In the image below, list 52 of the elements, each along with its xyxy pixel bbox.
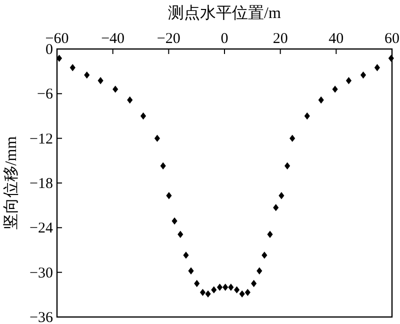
point [228, 284, 234, 291]
xtick: 40 [328, 31, 344, 47]
point [290, 134, 296, 142]
point [172, 217, 178, 225]
point [304, 112, 310, 120]
point [178, 230, 184, 238]
point [140, 112, 146, 120]
point [154, 134, 160, 142]
xlabel: 测点水平位置/m [168, 5, 281, 22]
point [205, 290, 211, 298]
point [256, 267, 262, 274]
point [183, 252, 189, 259]
point [194, 280, 200, 288]
point [211, 286, 217, 294]
point [239, 290, 245, 298]
point [166, 192, 172, 200]
point [273, 204, 279, 212]
point [278, 192, 284, 200]
point [284, 162, 290, 170]
xtick: 0 [220, 31, 228, 47]
point [200, 288, 206, 296]
xtick: −40 [101, 31, 125, 47]
point [262, 252, 268, 259]
ytick: −36 [30, 310, 53, 324]
point [388, 54, 394, 62]
point [318, 96, 324, 104]
point [251, 280, 257, 288]
point [216, 284, 223, 291]
point [98, 77, 104, 84]
xtick: 20 [272, 31, 288, 47]
point [374, 64, 380, 72]
point [360, 71, 366, 79]
point [222, 284, 228, 291]
point [188, 267, 194, 274]
xtick: −20 [156, 31, 180, 47]
point [112, 86, 118, 93]
point [160, 162, 166, 170]
ytick: −30 [30, 265, 53, 282]
ytick: −24 [30, 220, 53, 237]
ytick: −12 [30, 131, 53, 148]
ytick: −6 [37, 86, 53, 103]
point [234, 286, 240, 294]
point [346, 77, 352, 84]
point [267, 230, 273, 238]
point [127, 96, 133, 104]
xtick: 60 [384, 31, 400, 47]
ytick: −18 [30, 176, 53, 192]
point [332, 86, 338, 93]
point [84, 71, 90, 79]
point [70, 64, 76, 72]
point [244, 288, 250, 296]
ylabel: 竖向位移/mm [3, 136, 20, 230]
